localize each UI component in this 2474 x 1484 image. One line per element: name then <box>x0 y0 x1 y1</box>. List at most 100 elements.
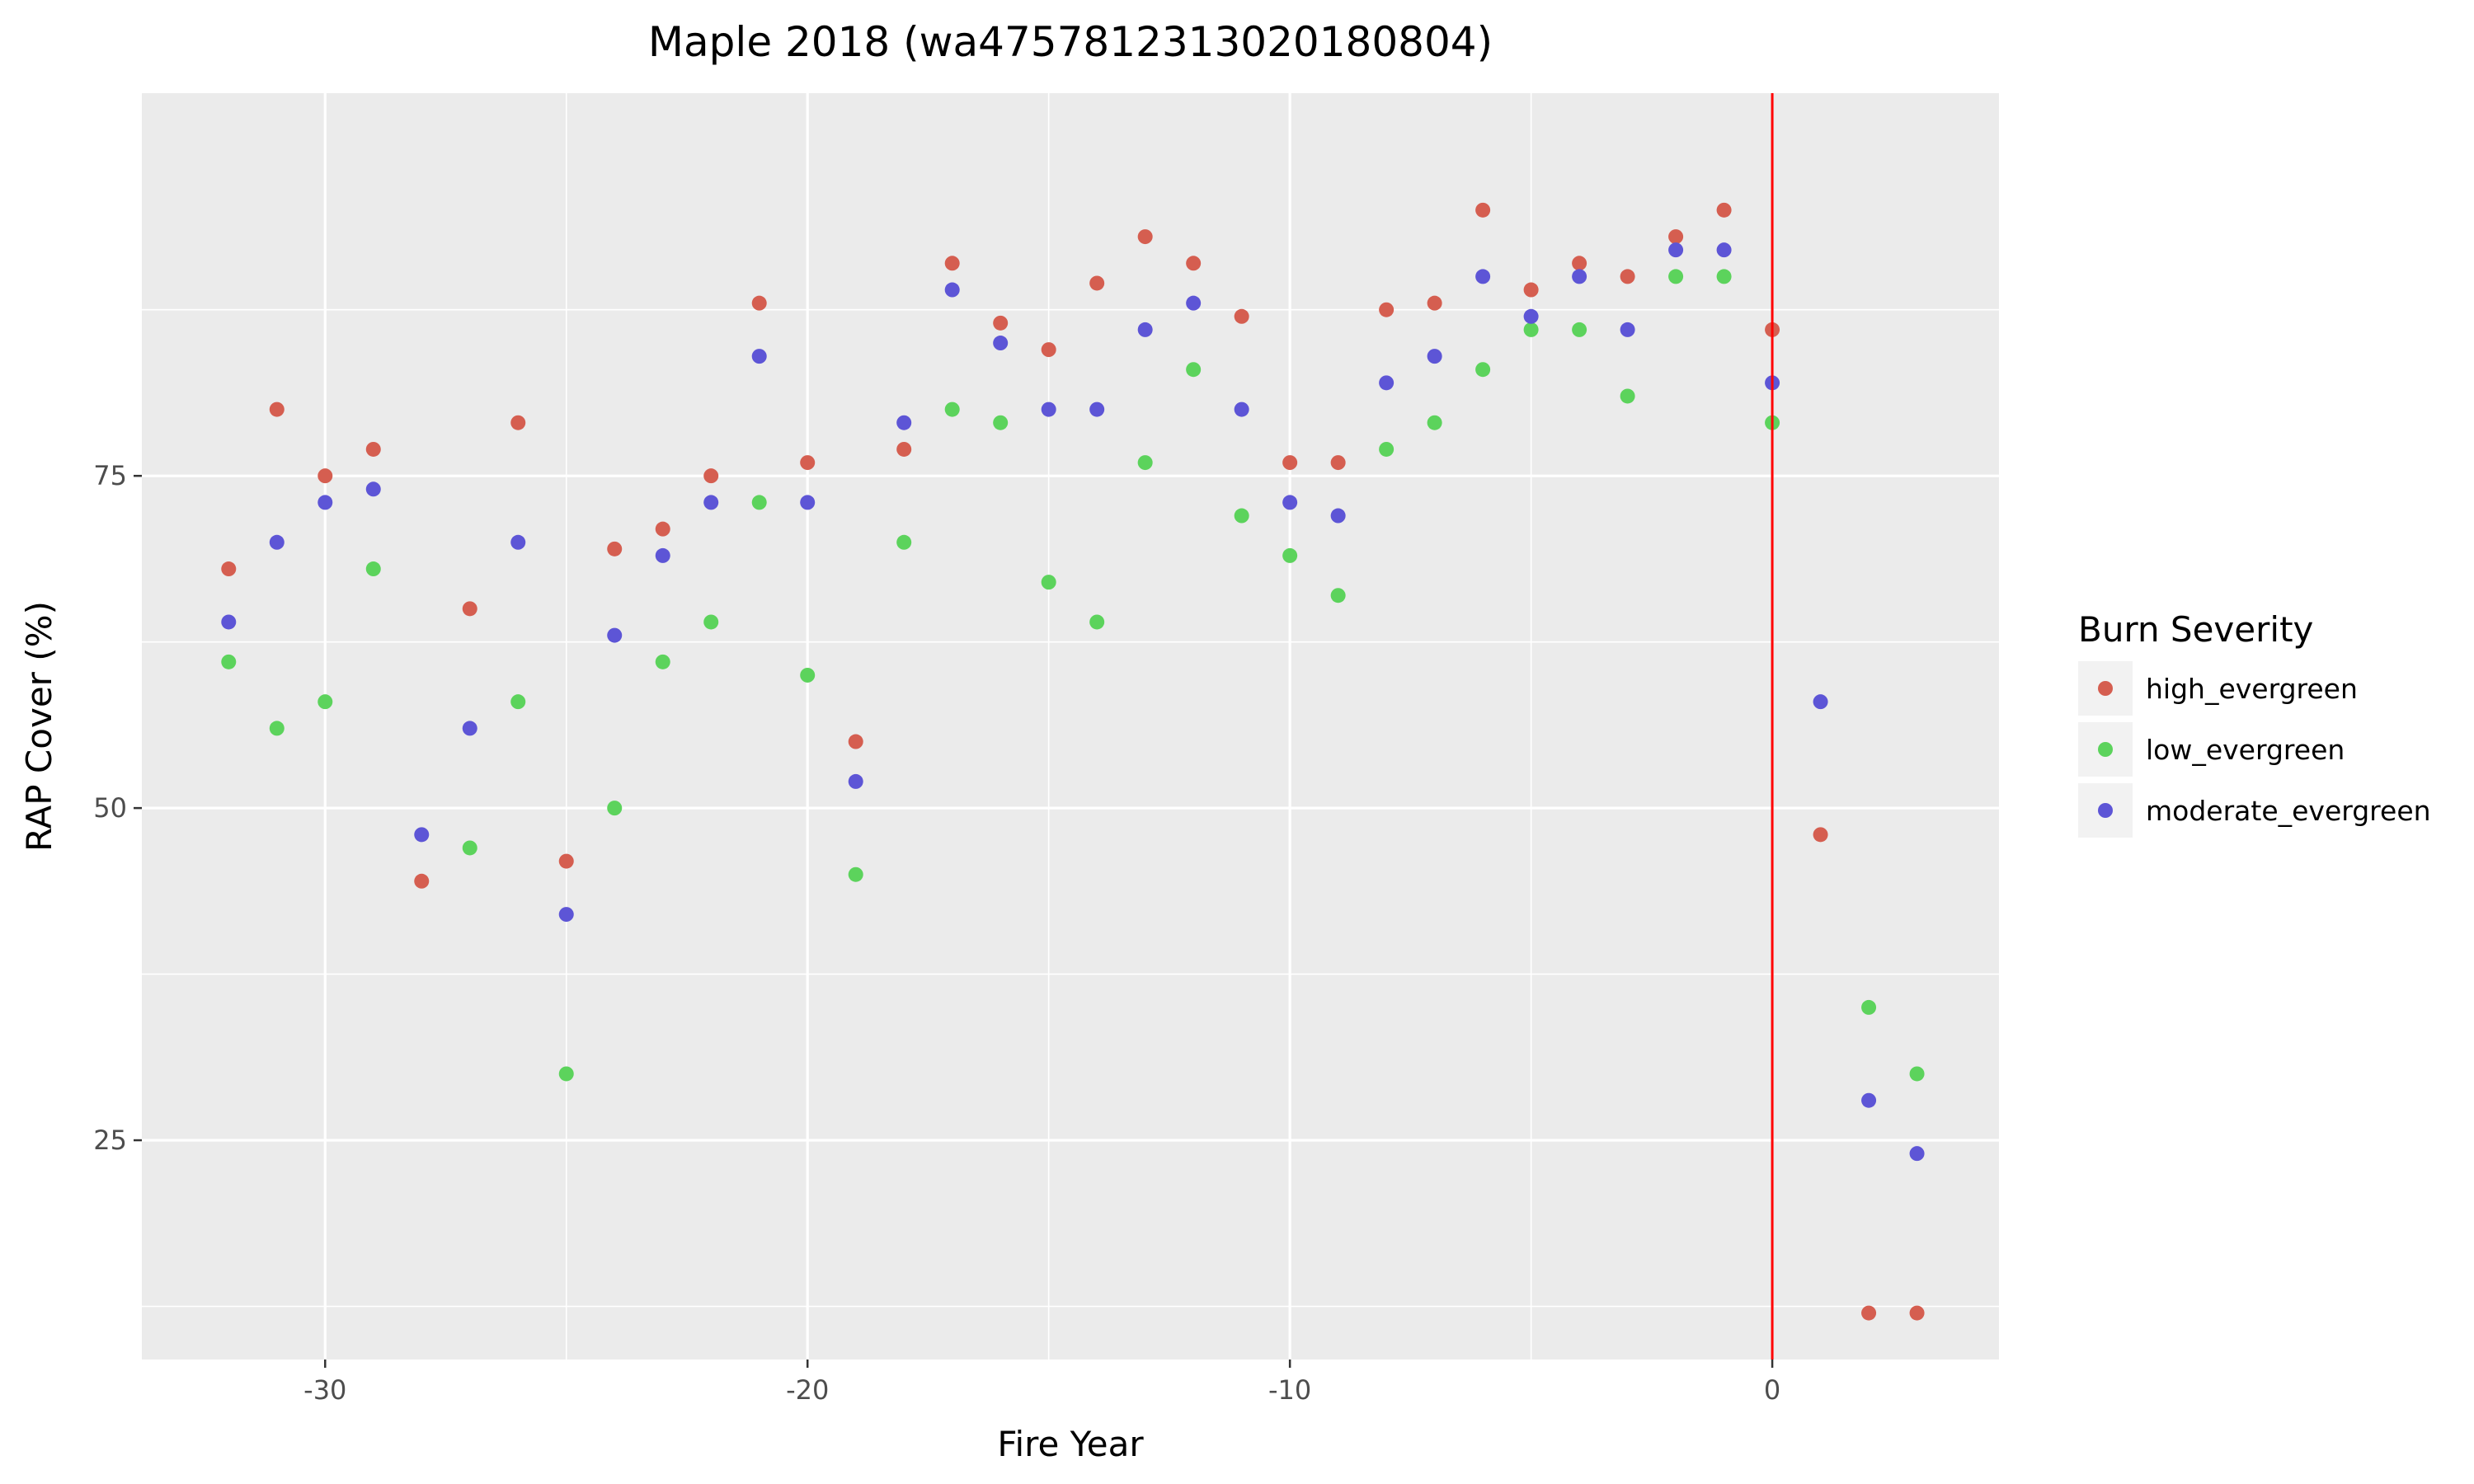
data-point-moderate_evergreen <box>607 627 623 643</box>
chart-title: Maple 2018 (wa4757812313020180804) <box>648 18 1493 66</box>
data-point-high_evergreen <box>1668 229 1684 245</box>
data-point-high_evergreen <box>896 441 912 457</box>
data-point-low_evergreen <box>1379 441 1395 457</box>
data-point-low_evergreen <box>558 1066 574 1082</box>
data-point-low_evergreen <box>993 415 1009 430</box>
data-point-high_evergreen <box>1909 1305 1925 1321</box>
data-point-moderate_evergreen <box>1475 269 1491 284</box>
data-point-high_evergreen <box>510 415 526 430</box>
data-point-high_evergreen <box>848 734 863 749</box>
data-point-high_evergreen <box>414 873 430 889</box>
data-point-low_evergreen <box>944 402 960 417</box>
data-point-high_evergreen <box>1427 295 1442 311</box>
data-point-high_evergreen <box>655 521 670 537</box>
legend-label-moderate_evergreen: moderate_evergreen <box>2146 795 2431 827</box>
data-point-moderate_evergreen <box>1282 495 1298 510</box>
data-point-moderate_evergreen <box>1716 242 1732 258</box>
data-point-moderate_evergreen <box>221 614 237 630</box>
y-axis-ticks: 25 50 75 <box>93 460 142 1156</box>
data-point-high_evergreen <box>365 441 381 457</box>
data-point-low_evergreen <box>703 614 719 630</box>
data-point-high_evergreen <box>558 853 574 869</box>
data-point-high_evergreen <box>1137 229 1153 245</box>
data-point-low_evergreen <box>1523 322 1539 337</box>
legend-key-moderate_evergreen <box>2098 803 2113 818</box>
data-point-moderate_evergreen <box>269 534 285 550</box>
data-point-high_evergreen <box>800 455 816 471</box>
data-point-low_evergreen <box>1475 362 1491 378</box>
legend-label-high_evergreen: high_evergreen <box>2146 673 2358 705</box>
y-tick-label: 50 <box>93 792 127 824</box>
data-point-low_evergreen <box>800 667 816 683</box>
data-point-low_evergreen <box>1427 415 1442 430</box>
data-point-moderate_evergreen <box>462 721 477 736</box>
x-tick-label: -10 <box>1268 1374 1311 1406</box>
data-point-high_evergreen <box>1523 282 1539 298</box>
legend: Burn Severity high_evergreen low_evergree… <box>2078 609 2431 838</box>
data-point-moderate_evergreen <box>317 495 333 510</box>
data-point-high_evergreen <box>607 541 623 556</box>
data-point-moderate_evergreen <box>655 547 670 563</box>
data-point-moderate_evergreen <box>1668 242 1684 258</box>
data-point-moderate_evergreen <box>1909 1146 1925 1162</box>
data-point-high_evergreen <box>221 561 237 577</box>
legend-key-low_evergreen <box>2098 742 2113 757</box>
x-tick-label: -30 <box>303 1374 346 1406</box>
data-point-high_evergreen <box>1186 256 1202 271</box>
data-point-low_evergreen <box>1716 269 1732 284</box>
grid-minor <box>142 93 1999 1360</box>
data-point-low_evergreen <box>1089 614 1105 630</box>
data-point-moderate_evergreen <box>800 495 816 510</box>
data-point-low_evergreen <box>317 694 333 710</box>
data-point-low_evergreen <box>1861 999 1877 1015</box>
data-point-high_evergreen <box>703 468 719 484</box>
data-point-low_evergreen <box>269 721 285 736</box>
data-point-high_evergreen <box>1572 256 1587 271</box>
data-point-moderate_evergreen <box>1427 349 1442 364</box>
data-point-moderate_evergreen <box>510 534 526 550</box>
x-tick-label: -20 <box>786 1374 829 1406</box>
data-point-moderate_evergreen <box>1137 322 1153 337</box>
legend-title: Burn Severity <box>2078 609 2313 650</box>
data-point-moderate_evergreen <box>1041 402 1056 417</box>
data-point-moderate_evergreen <box>944 282 960 298</box>
data-point-high_evergreen <box>1813 827 1828 843</box>
data-point-low_evergreen <box>221 654 237 669</box>
data-point-moderate_evergreen <box>703 495 719 510</box>
x-axis-ticks: -30 -20 -10 0 <box>303 1360 1780 1406</box>
data-point-moderate_evergreen <box>558 907 574 923</box>
data-point-low_evergreen <box>365 561 381 577</box>
data-point-low_evergreen <box>1282 547 1298 563</box>
data-point-low_evergreen <box>510 694 526 710</box>
data-point-low_evergreen <box>1572 322 1587 337</box>
data-point-moderate_evergreen <box>1379 375 1395 391</box>
data-point-moderate_evergreen <box>751 349 767 364</box>
data-point-high_evergreen <box>1234 308 1249 324</box>
data-point-moderate_evergreen <box>1523 308 1539 324</box>
data-point-high_evergreen <box>1861 1305 1877 1321</box>
data-point-high_evergreen <box>1041 342 1056 358</box>
x-axis-title: Fire Year <box>997 1424 1144 1464</box>
data-point-low_evergreen <box>1041 575 1056 590</box>
y-tick-label: 25 <box>93 1125 127 1156</box>
data-point-high_evergreen <box>1282 455 1298 471</box>
legend-label-low_evergreen: low_evergreen <box>2146 734 2345 766</box>
data-point-moderate_evergreen <box>1089 402 1105 417</box>
data-point-low_evergreen <box>607 801 623 816</box>
legend-key-high_evergreen <box>2098 681 2113 696</box>
data-point-high_evergreen <box>944 256 960 271</box>
data-point-high_evergreen <box>462 601 477 617</box>
data-point-high_evergreen <box>1475 202 1491 218</box>
data-point-moderate_evergreen <box>896 415 912 430</box>
data-point-moderate_evergreen <box>365 481 381 497</box>
data-point-high_evergreen <box>1330 455 1346 471</box>
data-point-moderate_evergreen <box>993 336 1009 351</box>
data-point-moderate_evergreen <box>848 773 863 789</box>
data-point-high_evergreen <box>1089 275 1105 291</box>
data-point-high_evergreen <box>751 295 767 311</box>
data-point-low_evergreen <box>655 654 670 669</box>
data-point-low_evergreen <box>1186 362 1202 378</box>
data-point-moderate_evergreen <box>1620 322 1635 337</box>
data-point-moderate_evergreen <box>414 827 430 843</box>
